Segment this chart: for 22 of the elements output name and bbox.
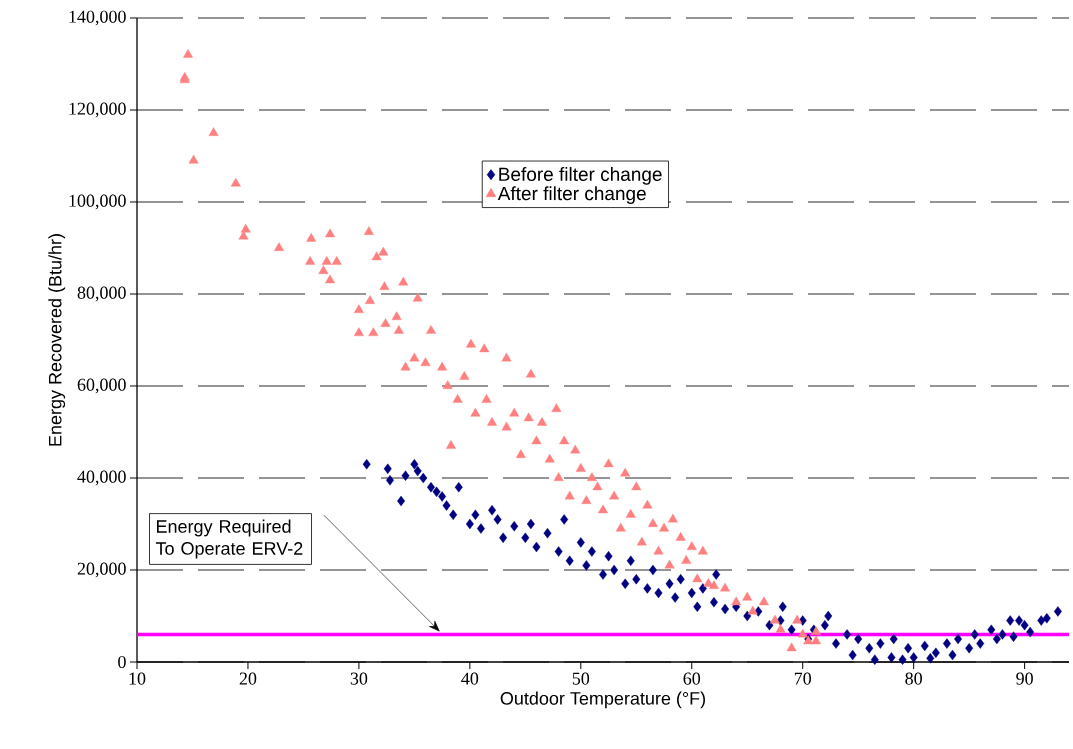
legend-label: Before filter change xyxy=(499,167,662,185)
x-tick-label: 30 xyxy=(350,672,368,685)
x-tick-label: 40 xyxy=(461,672,479,685)
x-tick-label: 50 xyxy=(572,672,590,685)
x-axis-title: Outdoor Temperature (°F) xyxy=(500,691,705,709)
x-tick-label: 80 xyxy=(905,672,922,685)
y-tick-label: 120,000 xyxy=(69,102,126,118)
y-tick-label: 0 xyxy=(118,655,126,669)
y-tick-label: 100,000 xyxy=(69,194,126,210)
x-tick-label: 70 xyxy=(794,672,812,685)
y-tick-label: 80,000 xyxy=(77,286,126,302)
x-tick-label: 10 xyxy=(129,672,146,685)
y-tick-label: 60,000 xyxy=(77,378,126,394)
x-tick-label: 20 xyxy=(239,672,257,685)
y-tick-label: 140,000 xyxy=(69,10,126,26)
annotation: Energy Required To Operate ERV-2 xyxy=(155,519,303,559)
y-axis-title: Energy Recovered (Btu/hr) xyxy=(48,234,66,446)
y-tick-label: 20,000 xyxy=(77,562,126,578)
y-tick-label: 40,000 xyxy=(77,470,126,486)
x-tick-label: 60 xyxy=(683,672,701,685)
legend-label: After filter change xyxy=(497,186,646,205)
x-tick-label: 90 xyxy=(1016,672,1033,685)
